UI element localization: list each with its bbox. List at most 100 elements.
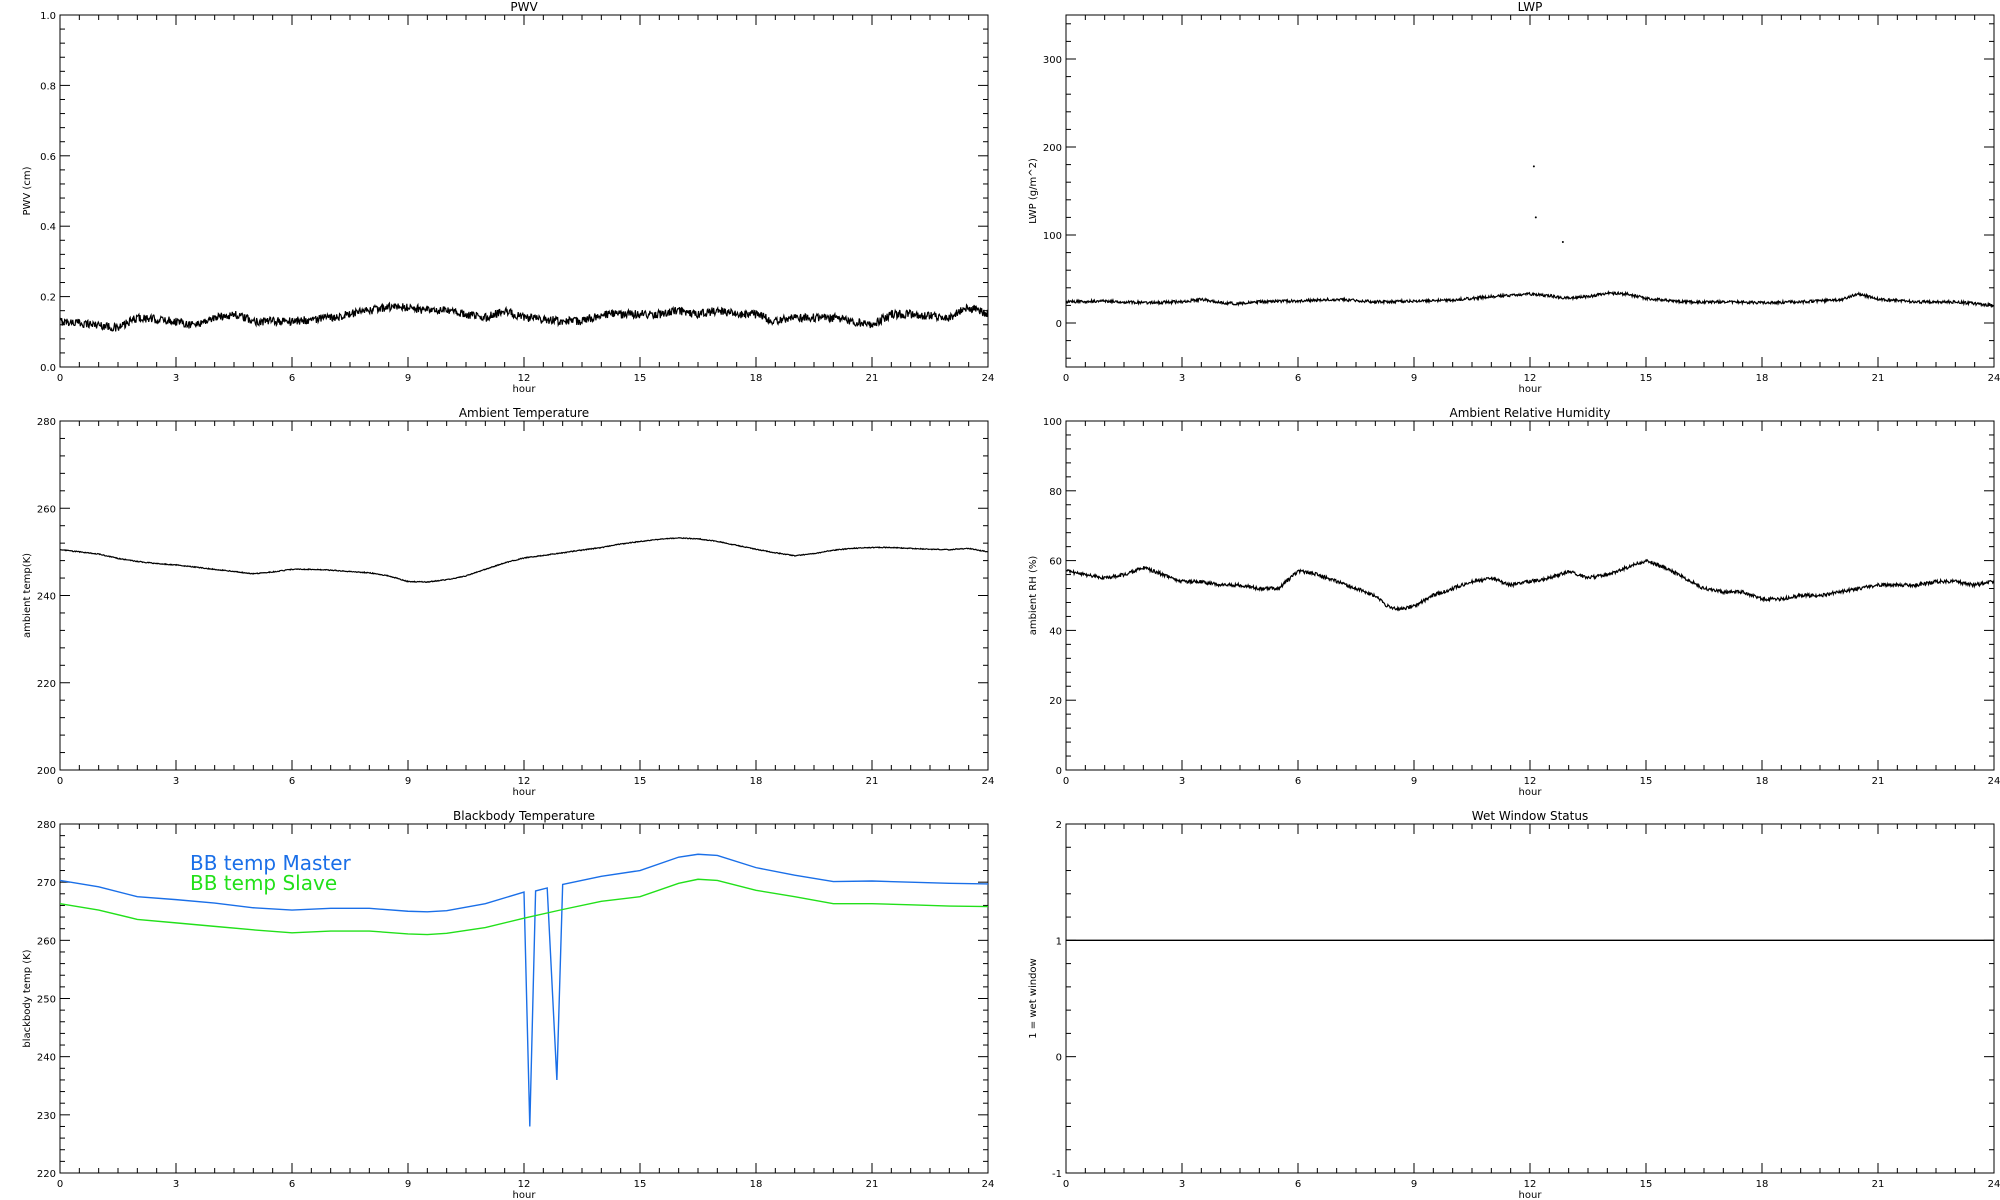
- y-tick-label: 0.4: [40, 222, 56, 233]
- y-tick-label: -1: [1052, 1169, 1062, 1180]
- y-tick-label: 0: [1056, 766, 1062, 777]
- x-tick-label: 24: [1988, 373, 2000, 384]
- x-tick-label: 0: [57, 1179, 63, 1190]
- plot-frame: [59, 14, 989, 368]
- y-tick-label: 230: [37, 1111, 56, 1122]
- x-axis-label: hour: [1519, 384, 1543, 395]
- chart-title: Ambient Temperature: [459, 406, 589, 420]
- x-tick-label: 0: [1063, 373, 1069, 384]
- data-series-line: [60, 536, 988, 583]
- y-tick-label: 20: [1049, 696, 1062, 707]
- y-tick-label: 250: [37, 995, 56, 1006]
- y-tick-label: 0: [1056, 1053, 1062, 1064]
- chart-title: LWP: [1518, 0, 1543, 14]
- y-tick-label: 40: [1049, 626, 1062, 637]
- x-tick-label: 15: [634, 1179, 647, 1190]
- chart-ambient-temp: Ambient Temperature 0 3 6 9 12 15 18 21 24 hour 200…: [22, 406, 994, 798]
- x-tick-label: 0: [1063, 1179, 1069, 1190]
- y-tick-label: 100: [1043, 417, 1062, 428]
- x-tick-label: 15: [634, 373, 647, 384]
- x-tick-label: 9: [1411, 776, 1417, 787]
- x-tick-label: 21: [1872, 373, 1885, 384]
- x-tick-label: 12: [1524, 373, 1537, 384]
- x-tick-label: 18: [1756, 776, 1769, 787]
- x-axis-label: hour: [513, 384, 537, 395]
- y-tick-label: 0.8: [40, 81, 56, 92]
- x-tick-label: 3: [173, 1179, 179, 1190]
- plot-frame: [1065, 420, 1995, 771]
- data-point: [1534, 216, 1537, 219]
- chart-title: Wet Window Status: [1472, 809, 1588, 823]
- x-tick-label: 9: [1411, 1179, 1417, 1190]
- y-axis-label: ambient temp(K): [22, 553, 33, 638]
- y-tick-label: 0.6: [40, 152, 56, 163]
- plot-frame: [59, 420, 989, 771]
- x-tick-label: 0: [57, 776, 63, 787]
- x-tick-label: 3: [1179, 373, 1185, 384]
- x-tick-label: 21: [866, 373, 879, 384]
- x-axis-label: hour: [1519, 787, 1543, 798]
- x-tick-label: 12: [518, 373, 531, 384]
- chart-title: Blackbody Temperature: [453, 809, 595, 823]
- y-tick-label: 280: [37, 417, 56, 428]
- chart-lwp: LWP 0 3 6 9 12 15 18 21 24 hour 0 100 200 300 LWP (g/m^…: [1028, 0, 2000, 395]
- x-axis-label: hour: [1519, 1190, 1543, 1200]
- y-axis-label: PWV (cm): [22, 166, 33, 215]
- x-tick-label: 18: [750, 373, 763, 384]
- x-tick-label: 15: [1640, 1179, 1653, 1190]
- y-tick-label: 0.2: [40, 293, 56, 304]
- x-tick-label: 3: [1179, 1179, 1185, 1190]
- x-axis-label: hour: [513, 1190, 537, 1200]
- y-tick-label: 1.0: [40, 11, 56, 22]
- x-tick-label: 6: [289, 373, 295, 384]
- y-tick-label: 260: [37, 504, 56, 515]
- y-tick-label: 0: [1056, 319, 1062, 330]
- y-tick-label: 240: [37, 592, 56, 603]
- y-tick-label: 200: [37, 766, 56, 777]
- x-tick-label: 3: [173, 776, 179, 787]
- y-tick-label: 200: [1043, 143, 1062, 154]
- chart-pwv: PWV 0 3 6 9 12 15 18 21 24 hour 0.0 0.2 0.4 0.6 0.8 1.0 P…: [22, 0, 994, 395]
- x-tick-label: 18: [750, 1179, 763, 1190]
- data-point: [1532, 165, 1535, 168]
- x-tick-label: 9: [1411, 373, 1417, 384]
- x-tick-label: 12: [518, 1179, 531, 1190]
- x-tick-label: 9: [405, 776, 411, 787]
- y-tick-label: 60: [1049, 557, 1062, 568]
- x-tick-label: 12: [518, 776, 531, 787]
- y-tick-label: 240: [37, 1053, 56, 1064]
- x-tick-label: 6: [289, 776, 295, 787]
- y-tick-label: 260: [37, 936, 56, 947]
- y-axis-label: ambient RH (%): [1028, 556, 1039, 636]
- y-tick-label: 280: [37, 820, 56, 831]
- data-series-line: [1066, 290, 1994, 309]
- x-tick-label: 3: [173, 373, 179, 384]
- y-tick-label: 100: [1043, 231, 1062, 242]
- y-tick-label: 80: [1049, 487, 1062, 498]
- x-tick-label: 12: [1524, 1179, 1537, 1190]
- data-series-line: [60, 878, 988, 936]
- x-tick-label: 6: [1295, 373, 1301, 384]
- chart-bb-temp: Blackbody Temperature 0 3 6 9 12 15 18 21 24 hour 2…: [22, 809, 994, 1200]
- x-tick-label: 0: [1063, 776, 1069, 787]
- x-axis-label: hour: [513, 787, 537, 798]
- chart-title: Ambient Relative Humidity: [1450, 406, 1611, 420]
- x-tick-label: 18: [1756, 373, 1769, 384]
- x-tick-label: 18: [1756, 1179, 1769, 1190]
- x-tick-label: 12: [1524, 776, 1537, 787]
- legend-entry: BB temp Master: [190, 851, 352, 875]
- y-tick-label: 270: [37, 878, 56, 889]
- x-tick-label: 9: [405, 373, 411, 384]
- data-series-line: [60, 301, 988, 332]
- x-tick-label: 21: [1872, 776, 1885, 787]
- x-tick-label: 15: [1640, 776, 1653, 787]
- x-tick-label: 24: [982, 1179, 995, 1190]
- y-tick-label: 2: [1056, 820, 1062, 831]
- legend-entry: BB temp Slave: [190, 871, 337, 895]
- x-tick-label: 24: [1988, 1179, 2000, 1190]
- x-tick-label: 6: [1295, 776, 1301, 787]
- data-point: [1561, 241, 1564, 244]
- x-tick-label: 21: [866, 776, 879, 787]
- x-tick-label: 15: [1640, 373, 1653, 384]
